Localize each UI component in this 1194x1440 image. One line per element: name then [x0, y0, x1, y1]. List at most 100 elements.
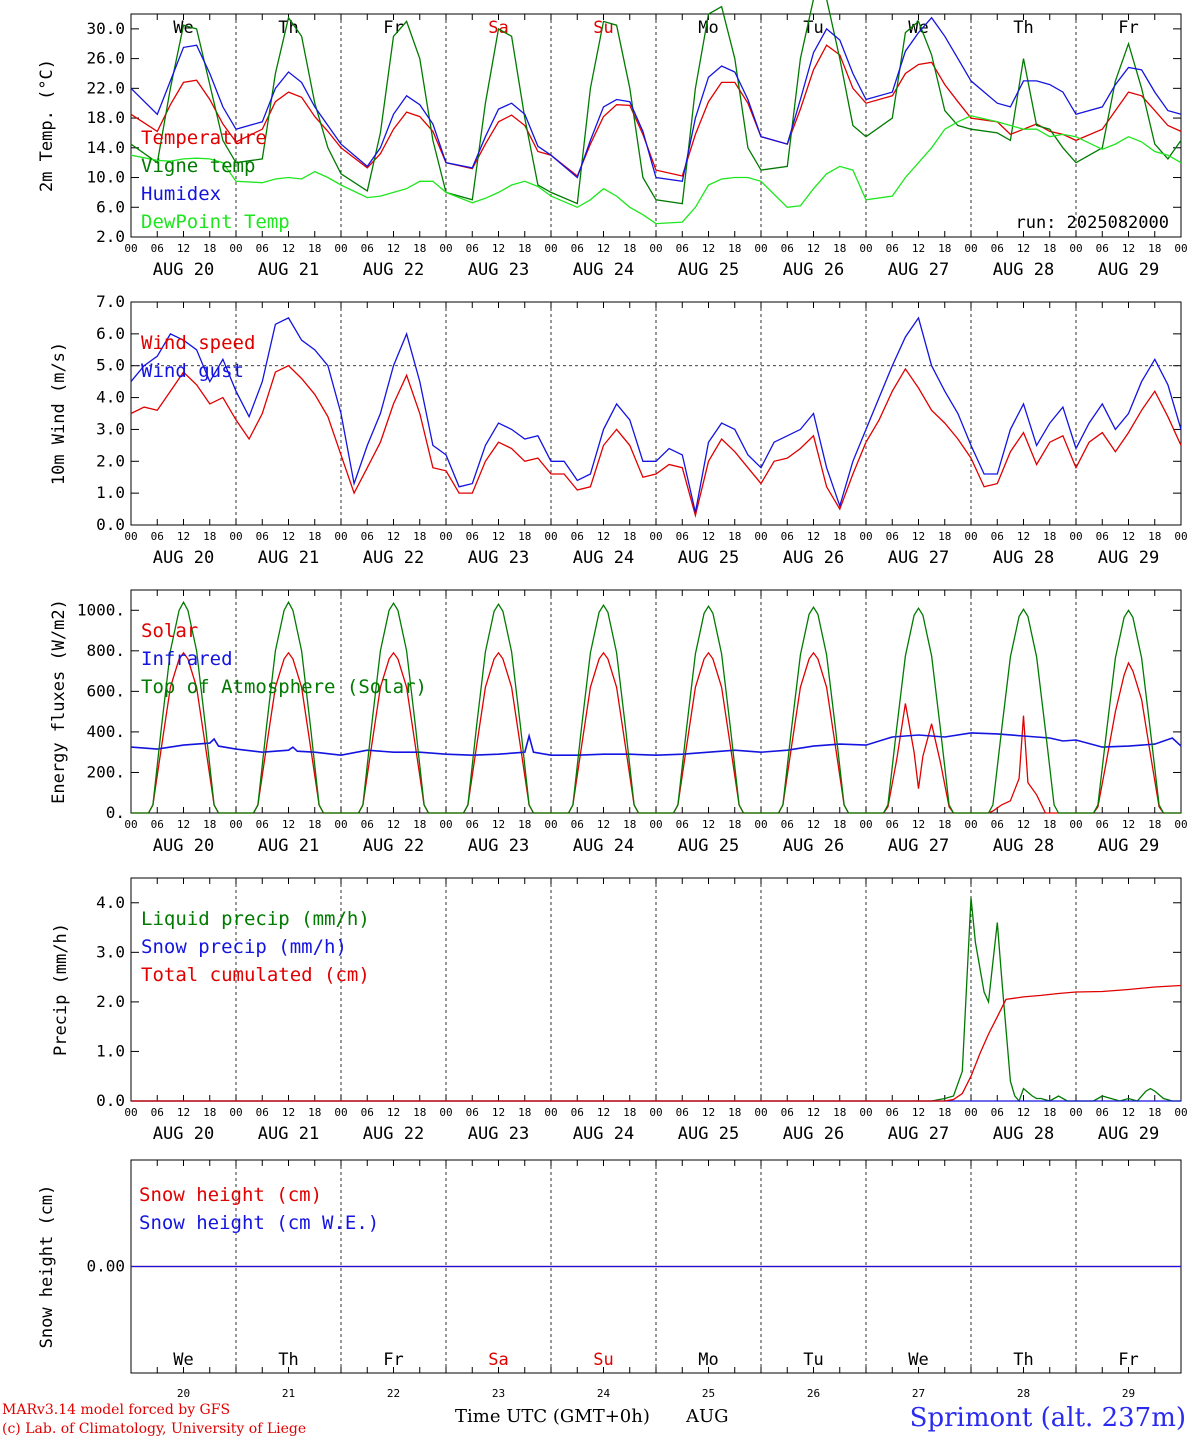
day-number-label: 20	[177, 1387, 190, 1400]
hour-tick-label: 00	[649, 1106, 662, 1119]
hour-tick-label: 00	[649, 818, 662, 831]
date-label: AUG 29	[1098, 836, 1159, 856]
date-label: AUG 25	[678, 836, 739, 856]
hour-tick-label: 18	[203, 818, 216, 831]
y-tick-label: 1.0	[96, 1041, 125, 1060]
panel-4: 00 06 12 18 00 06 12 18 00 06 12 18 00 06 12 18 00 06 12 18…	[51, 877, 1188, 1144]
hour-tick-label: 12	[807, 530, 820, 543]
day-of-week-label: Sa	[488, 1350, 508, 1370]
hour-tick-label: 12	[702, 242, 715, 255]
legend-entry: Top of Atmosphere (Solar)	[141, 676, 427, 698]
hour-tick-label: 00	[859, 242, 872, 255]
hour-tick-label: 18	[623, 530, 636, 543]
hour-tick-label: 12	[597, 242, 610, 255]
y-tick-label: 6.0	[96, 324, 125, 343]
hour-tick-label: 18	[413, 530, 426, 543]
y-axis-label: Precip (mm/h)	[51, 923, 71, 1056]
hour-tick-label: 00	[754, 242, 767, 255]
hour-tick-label: 00	[1069, 1106, 1082, 1119]
hour-tick-label: 06	[676, 242, 689, 255]
legend-entry: Snow precip (mm/h)	[141, 936, 347, 958]
day-number-label: 24	[597, 1387, 611, 1400]
hour-tick-label: 06	[781, 530, 794, 543]
date-label: AUG 26	[783, 1124, 844, 1144]
date-label: AUG 20	[153, 836, 214, 856]
date-label: AUG 27	[888, 548, 949, 568]
y-tick-label: 2.0	[96, 227, 125, 246]
y-tick-label: 0.	[106, 803, 125, 822]
hour-tick-label: 06	[886, 1106, 899, 1119]
hour-tick-label: 00	[439, 818, 452, 831]
hour-tick-label: 00	[964, 530, 977, 543]
hour-tick-label: 18	[203, 530, 216, 543]
hour-tick-label: 00	[334, 530, 347, 543]
y-tick-label: 22.0	[86, 78, 125, 97]
hour-tick-label: 18	[833, 818, 846, 831]
y-tick-label: 200.	[86, 762, 125, 781]
hour-tick-label: 00	[859, 1106, 872, 1119]
hour-tick-label: 18	[833, 242, 846, 255]
day-number-label: 28	[1017, 1387, 1030, 1400]
hour-tick-label: 18	[728, 1106, 741, 1119]
hour-tick-label: 18	[413, 242, 426, 255]
station-name: Sprimont (alt. 237m)	[909, 1403, 1186, 1433]
date-label: AUG 27	[888, 1124, 949, 1144]
day-number-label: 26	[807, 1387, 820, 1400]
date-label: AUG 27	[888, 836, 949, 856]
date-label: AUG 24	[573, 836, 634, 856]
day-of-week-label: Tu	[803, 18, 823, 38]
day-of-week-label: Fr	[1118, 18, 1138, 38]
hour-tick-label: 00	[754, 1106, 767, 1119]
hour-tick-label: 12	[492, 818, 505, 831]
hour-tick-label: 06	[361, 242, 374, 255]
day-of-week-label: Th	[278, 18, 298, 38]
date-label: AUG 21	[258, 836, 319, 856]
y-axis-label: 10m Wind (m/s)	[49, 342, 69, 485]
plot-frame	[130, 589, 1182, 814]
hour-tick-label: 18	[518, 530, 531, 543]
hour-tick-label: 18	[728, 818, 741, 831]
hour-tick-label: 18	[518, 242, 531, 255]
hour-tick-label: 12	[177, 242, 190, 255]
hour-tick-label: 12	[597, 1106, 610, 1119]
date-label: AUG 25	[678, 548, 739, 568]
hour-tick-label: 18	[938, 530, 951, 543]
y-tick-label: 800.	[86, 641, 125, 660]
date-label: AUG 23	[468, 260, 529, 280]
hour-tick-label: 00	[544, 818, 557, 831]
hour-tick-label: 00	[1174, 1106, 1187, 1119]
date-label: AUG 24	[573, 260, 634, 280]
date-label: AUG 26	[783, 260, 844, 280]
hour-tick-label: 06	[991, 1106, 1004, 1119]
date-label: AUG 29	[1098, 548, 1159, 568]
date-label: AUG 22	[363, 548, 424, 568]
hour-tick-label: 06	[781, 818, 794, 831]
date-label: AUG 25	[678, 1124, 739, 1144]
day-of-week-label: Su	[593, 1350, 613, 1370]
hour-tick-label: 18	[623, 242, 636, 255]
y-tick-label: 26.0	[86, 49, 125, 68]
y-tick-label: 2.0	[96, 451, 125, 470]
hour-tick-label: 00	[754, 818, 767, 831]
hour-tick-label: 12	[1122, 530, 1135, 543]
date-label: AUG 22	[363, 260, 424, 280]
series-line-wind-speed	[130, 364, 1182, 518]
plot-frame	[130, 301, 1182, 526]
date-label: AUG 29	[1098, 260, 1159, 280]
hour-tick-label: 12	[1122, 818, 1135, 831]
hour-tick-label: 12	[282, 818, 295, 831]
hour-tick-label: 12	[282, 242, 295, 255]
legend-entry: DewPoint Temp	[141, 211, 290, 233]
day-of-week-label: Sa	[488, 18, 508, 38]
y-tick-label: 0.0	[96, 1091, 125, 1110]
panel-2: 00 06 12 18 00 06 12 18 00 06 12 18 00 06 12 18 00 06 12 18…	[49, 292, 1188, 568]
hour-tick-label: 18	[1043, 242, 1056, 255]
date-label: AUG 23	[468, 548, 529, 568]
hour-tick-label: 06	[256, 242, 269, 255]
hour-tick-label: 06	[886, 530, 899, 543]
hour-tick-label: 06	[676, 1106, 689, 1119]
hour-tick-label: 00	[1069, 242, 1082, 255]
hour-tick-label: 00	[1069, 530, 1082, 543]
date-label: AUG 28	[993, 548, 1054, 568]
hour-tick-label: 18	[1148, 1106, 1161, 1119]
